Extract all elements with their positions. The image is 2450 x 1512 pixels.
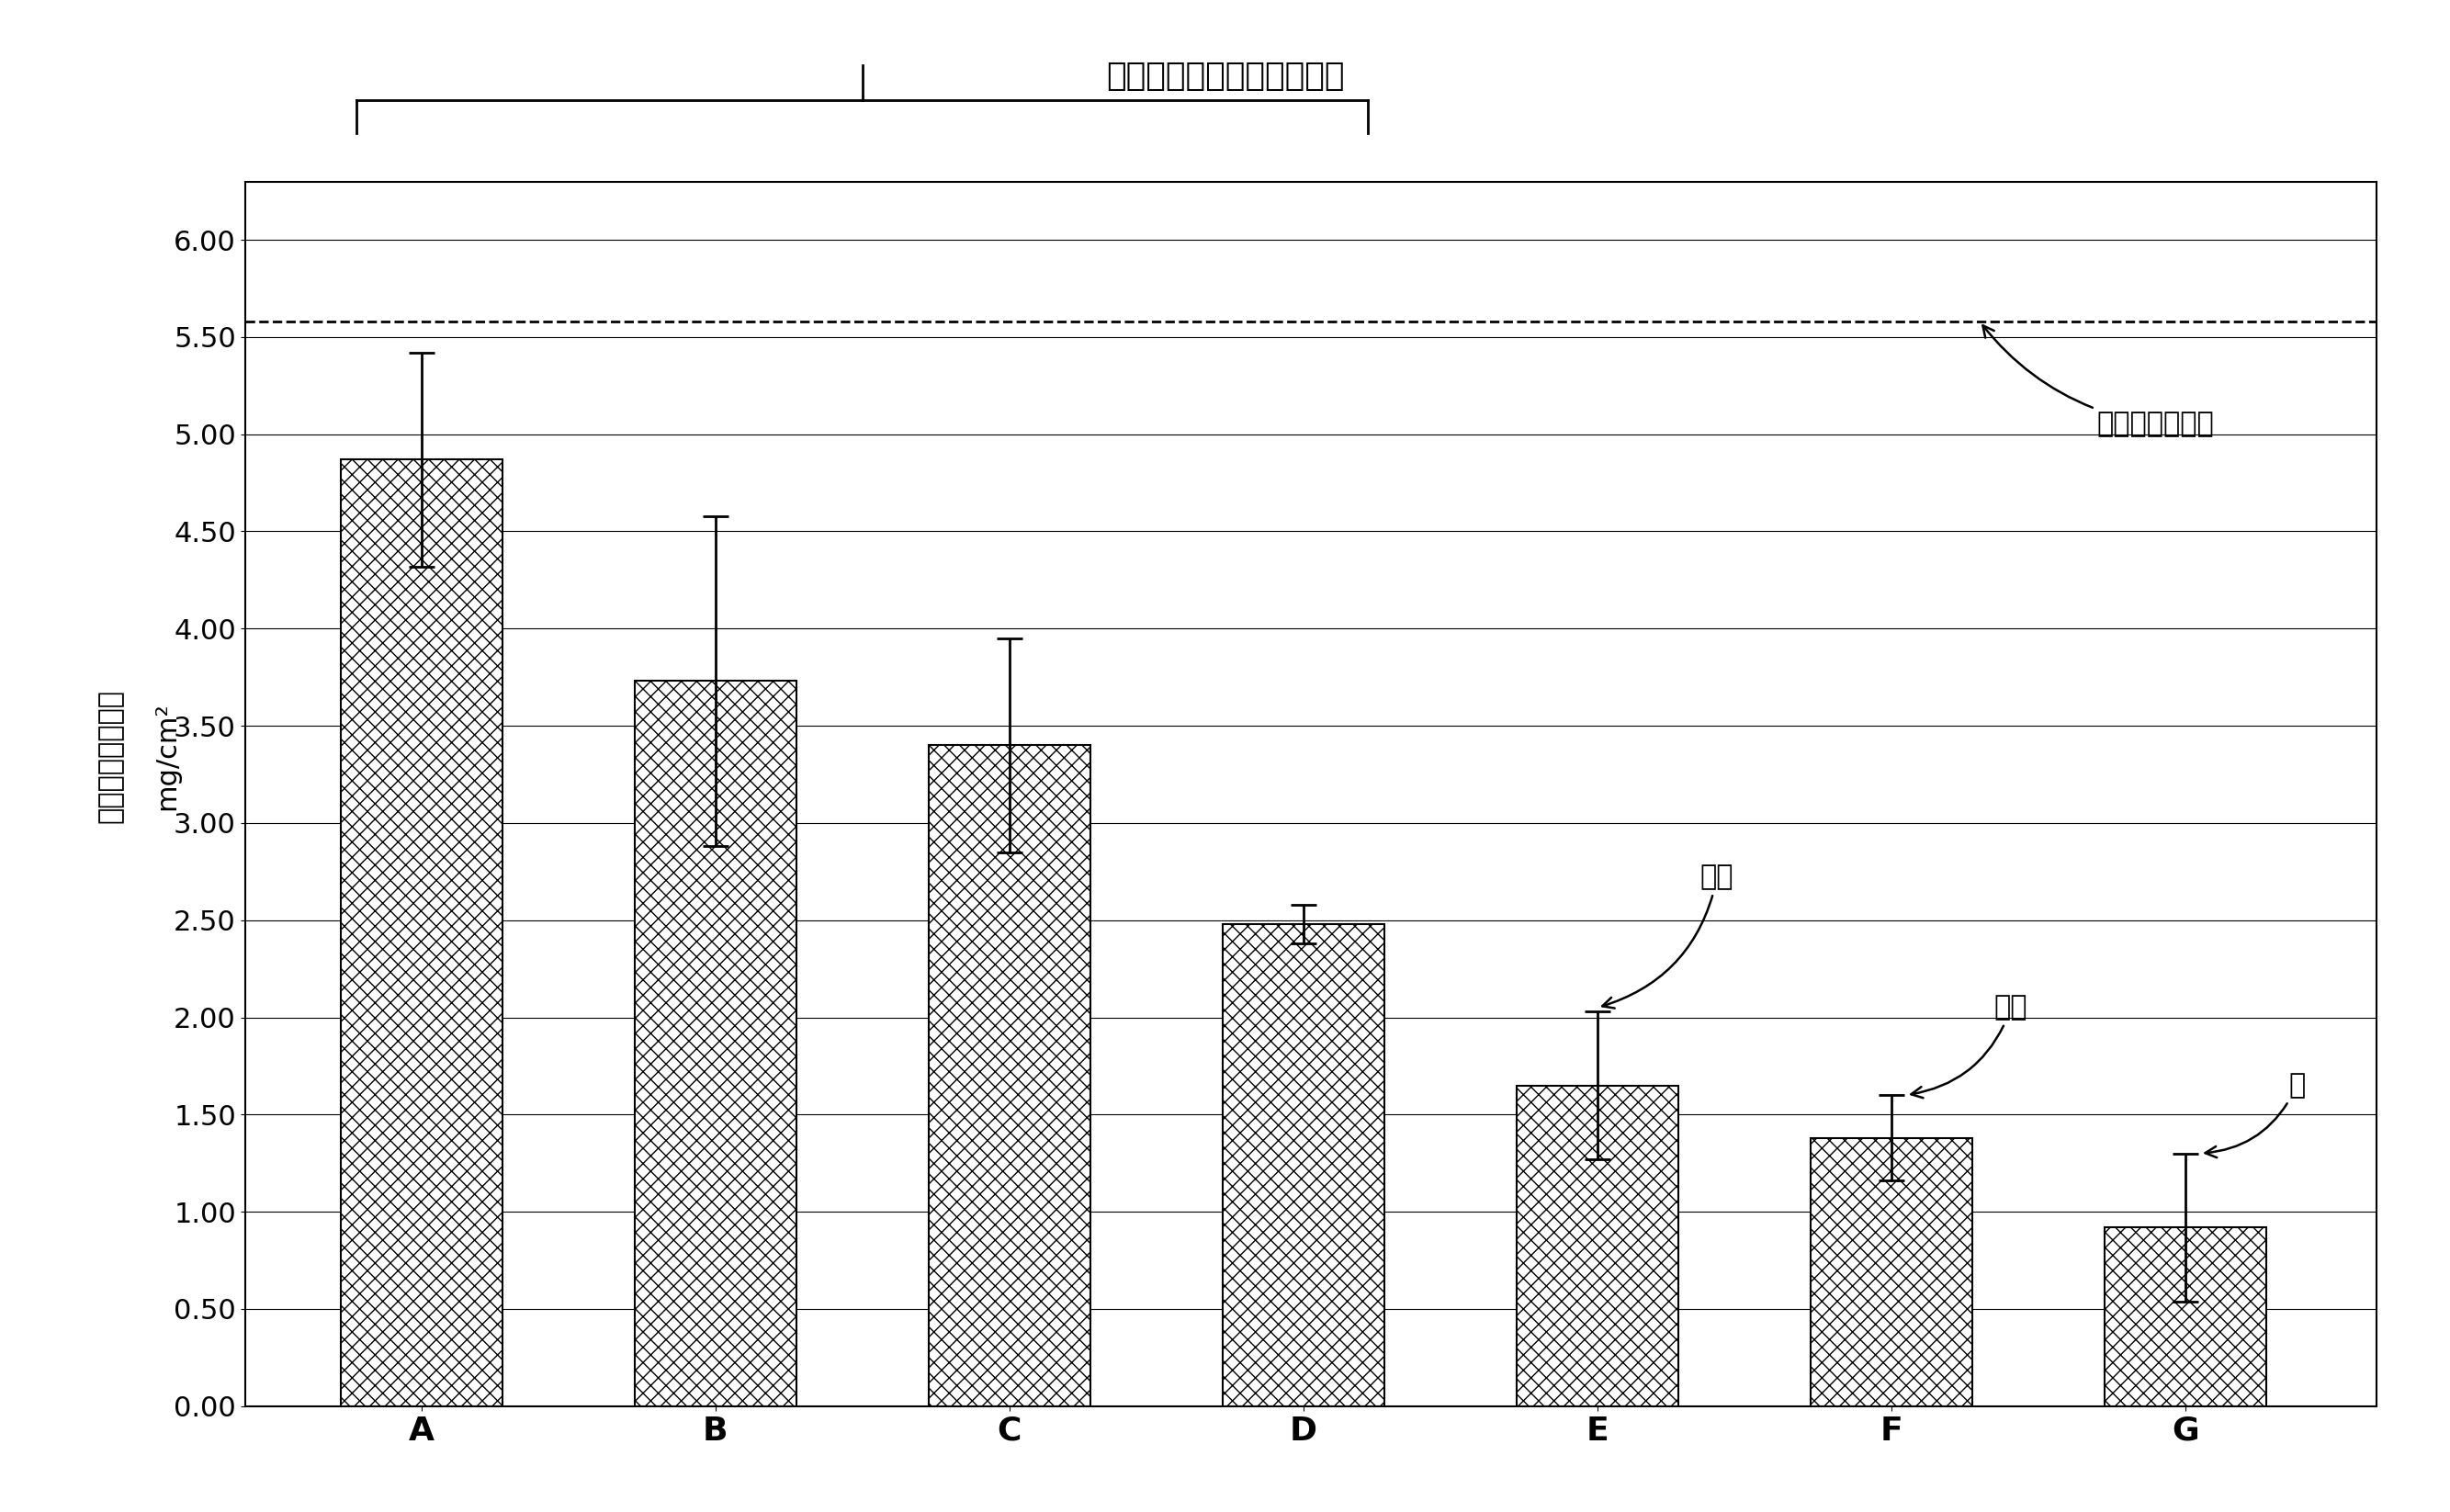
Text: 平均蛋白质溶解量: 平均蛋白质溶解量: [98, 689, 123, 823]
Bar: [929, 745, 1090, 1406]
Text: 水: 水: [2205, 1072, 2305, 1158]
Bar: [1517, 1086, 1678, 1406]
Bar: [2105, 1228, 2266, 1406]
Text: mg/cm²: mg/cm²: [154, 702, 179, 810]
Text: 施加的平均数量: 施加的平均数量: [1982, 325, 2215, 438]
Bar: [1811, 1139, 1972, 1406]
Bar: [1223, 924, 1384, 1406]
Bar: [341, 460, 502, 1406]
Text: 酸性: 酸性: [1911, 995, 2029, 1098]
Text: 碱性制品从左到右碱度下降: 碱性制品从左到右碱度下降: [1105, 60, 1345, 92]
Bar: [635, 680, 796, 1406]
Text: 中性: 中性: [1602, 863, 1735, 1009]
